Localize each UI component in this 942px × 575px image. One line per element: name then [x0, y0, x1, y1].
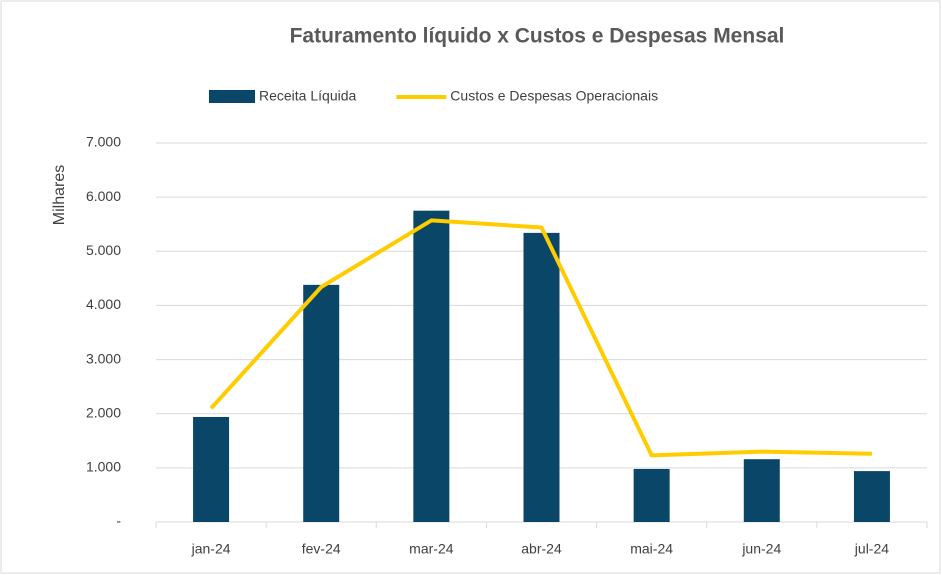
y-axis-label: Milhares: [51, 165, 68, 225]
bar: [633, 468, 670, 522]
bar: [523, 232, 560, 522]
x-tick-label: abr-24: [521, 541, 562, 557]
bar: [413, 210, 450, 522]
line: [209, 218, 872, 458]
y-tick-label: 1.000: [86, 459, 121, 475]
y-tick-label: 2.000: [86, 404, 121, 420]
legend-label: Receita Líquida: [259, 88, 357, 104]
bar: [853, 471, 890, 522]
y-tick-label: -: [116, 513, 121, 529]
y-tick-label: 6.000: [86, 188, 121, 204]
chart-title: Faturamento líquido x Custos e Despesas …: [290, 25, 785, 48]
y-tick-label: 3.000: [86, 350, 121, 366]
legend-swatch: [209, 90, 255, 103]
y-tick-label: 4.000: [86, 296, 121, 312]
bar: [303, 284, 340, 522]
x-tick-label: jun-24: [741, 541, 781, 557]
bar: [193, 416, 230, 522]
x-tick-label: fev-24: [302, 541, 341, 557]
y-tick-label: 5.000: [86, 242, 121, 258]
x-tick-label: jan-24: [191, 541, 231, 557]
x-tick-label: mai-24: [630, 541, 673, 557]
x-tick-label: jul-24: [854, 541, 889, 557]
x-tick-label: mar-24: [409, 541, 454, 557]
legend-label: Custos e Despesas Operacionais: [450, 88, 658, 104]
y-tick-label: 7.000: [86, 134, 121, 150]
bar: [743, 459, 780, 522]
